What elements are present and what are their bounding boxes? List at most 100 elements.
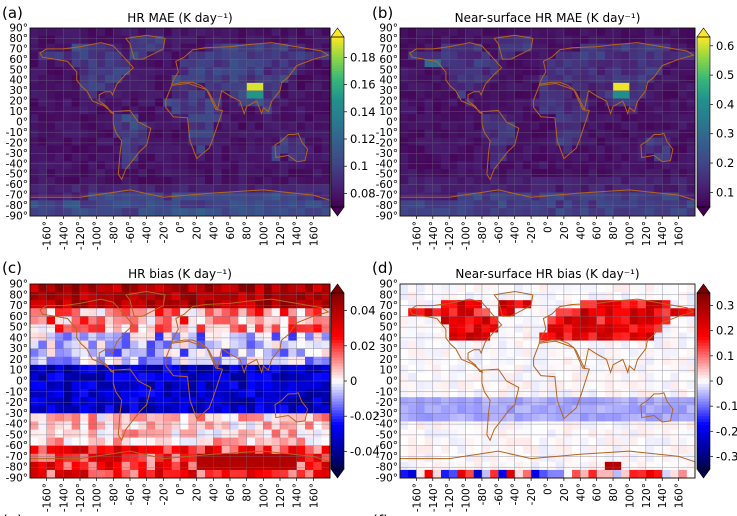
colorbar-segment: [697, 198, 710, 202]
heatmap-cell: [563, 35, 573, 45]
heatmap-cell: [432, 429, 442, 438]
heatmap-cell: [155, 316, 164, 325]
heatmap-cell: [670, 208, 680, 217]
heatmap-cell: [440, 176, 450, 186]
heatmap-cell: [400, 332, 409, 341]
heatmap-cell: [621, 59, 630, 68]
heatmap-cell: [180, 356, 189, 366]
heatmap-cell: [424, 284, 434, 293]
heatmap-cell: [522, 51, 532, 60]
y-tick-label: -40°: [376, 419, 398, 431]
heatmap-cell: [288, 316, 298, 325]
heatmap-cell: [555, 356, 565, 366]
heatmap-cell: [38, 59, 48, 68]
heatmap-cell: [280, 429, 289, 438]
y-tick-label: 20°: [379, 354, 398, 366]
heatmap-cell: [46, 67, 56, 76]
heatmap-cell: [238, 284, 248, 293]
heatmap-cell: [146, 372, 156, 382]
heatmap-cell: [457, 43, 466, 52]
coastline: [112, 368, 152, 442]
heatmap-cell: [580, 372, 589, 382]
heatmap-cell: [138, 153, 148, 162]
heatmap-cell: [71, 453, 81, 463]
heatmap-cell: [305, 469, 314, 479]
heatmap-cell: [588, 184, 598, 193]
heatmap-cell: [424, 153, 434, 162]
heatmap-cell: [539, 445, 548, 455]
heatmap-cell: [572, 28, 581, 37]
heatmap-cell: [555, 75, 565, 84]
heatmap-cell: [171, 184, 181, 193]
heatmap-cell: [321, 340, 331, 350]
heatmap-cell: [180, 98, 189, 107]
y-tick-label: 80°: [379, 289, 398, 301]
heatmap-cell: [163, 284, 173, 293]
heatmap-cell: [514, 129, 524, 139]
heatmap-cell: [408, 413, 417, 422]
heatmap-cell: [296, 161, 306, 170]
heatmap-cell: [230, 82, 239, 92]
heatmap-cell: [171, 82, 181, 92]
heatmap-cell: [38, 43, 48, 52]
heatmap-cell: [280, 332, 289, 341]
heatmap-cell: [30, 106, 39, 115]
heatmap-cell: [555, 192, 565, 201]
heatmap-cell: [38, 82, 48, 92]
heatmap-cell: [96, 340, 106, 350]
heatmap-cell: [146, 28, 156, 37]
heatmap-cell: [180, 122, 189, 131]
heatmap-cell: [473, 192, 483, 201]
x-tick-label: 20°: [559, 483, 571, 502]
heatmap-cell: [263, 324, 273, 333]
heatmap-cell: [563, 332, 573, 341]
heatmap-cell: [71, 137, 81, 146]
heatmap-cell: [263, 308, 273, 317]
heatmap-cell: [580, 137, 589, 146]
heatmap-cell: [670, 405, 680, 414]
heatmap-cell: [563, 324, 573, 333]
heatmap-cell: [424, 106, 434, 115]
x-tick-label: 120°: [641, 483, 653, 508]
heatmap-cell: [522, 348, 532, 358]
heatmap-cell: [30, 389, 39, 398]
heatmap-cell: [230, 413, 239, 422]
y-tick-label: -60°: [6, 440, 28, 452]
heatmap-cell: [449, 405, 458, 414]
heatmap-cell: [449, 43, 458, 52]
heatmap-cell: [171, 67, 181, 76]
heatmap-cell: [130, 364, 139, 374]
heatmap-cell: [539, 137, 548, 146]
heatmap-cell: [440, 82, 450, 92]
heatmap-cell: [531, 28, 540, 37]
heatmap-cell: [629, 405, 639, 414]
colorbar-segment: [697, 68, 710, 72]
heatmap-cell: [629, 300, 639, 309]
heatmap-cell: [288, 106, 298, 115]
heatmap-cell: [637, 461, 647, 471]
heatmap-cell: [539, 35, 548, 45]
heatmap-cell: [30, 59, 39, 68]
heatmap-cell: [580, 324, 589, 333]
heatmap-cell: [30, 340, 39, 350]
heatmap-cell: [522, 356, 532, 366]
x-tick-label: 40°: [575, 483, 587, 502]
heatmap-cell: [678, 106, 688, 115]
heatmap-cell: [637, 122, 647, 131]
heatmap-cell: [522, 208, 532, 217]
y-tick-label: -90°: [376, 211, 398, 223]
heatmap-cell: [288, 28, 298, 37]
heatmap-cell: [188, 208, 198, 217]
heatmap-cell: [246, 332, 256, 341]
heatmap-cell: [514, 284, 524, 293]
heatmap-cell: [271, 145, 281, 154]
x-tick-label: 100°: [258, 221, 270, 246]
x-tick-label: -160°: [411, 221, 423, 250]
heatmap-cell: [662, 35, 671, 45]
heatmap-cell: [180, 324, 189, 333]
heatmap-cell: [88, 200, 98, 209]
heatmap-cell: [596, 429, 606, 438]
heatmap-cell: [63, 200, 73, 209]
heatmap-cell: [88, 106, 98, 115]
